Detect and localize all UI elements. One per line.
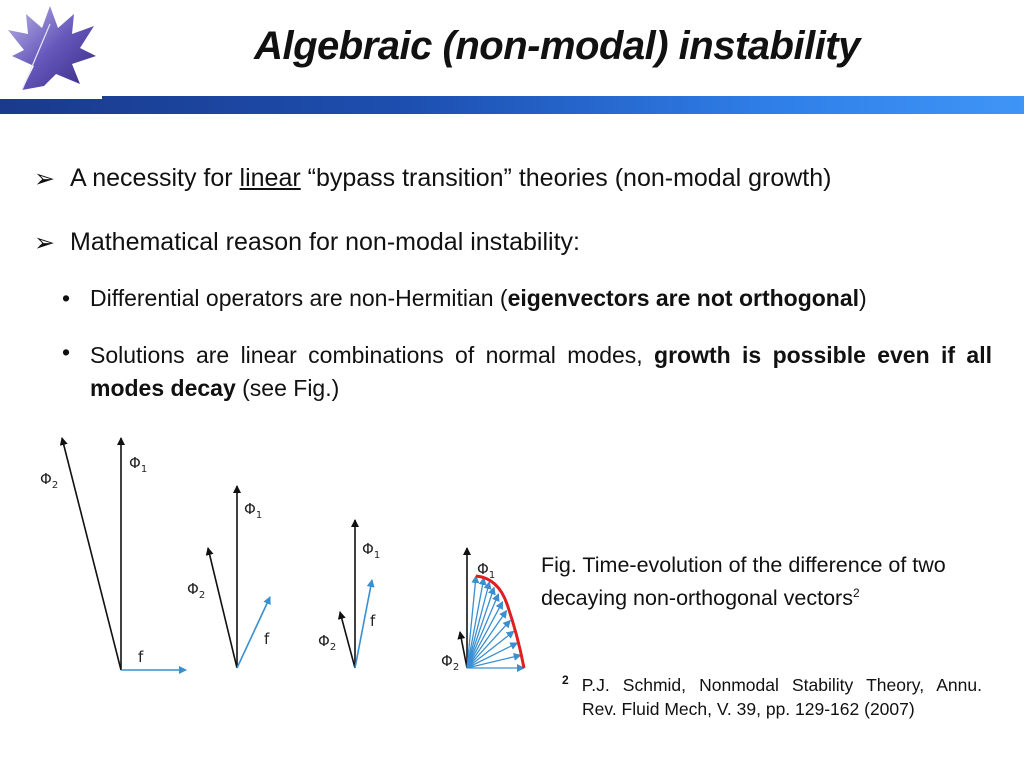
phi2-label: Φ2 [187,580,205,601]
f-vector [354,579,375,669]
maple-leaf-logo [8,6,96,91]
f-label: f [138,648,144,666]
subbullet-non-hermitian: • Differential operators are non-Hermiti… [62,285,867,311]
difference-vector [466,630,515,669]
phi1-label: Φ1 [362,540,380,561]
figure-caption: Fig. Time-evolution of the difference of… [541,553,946,611]
phi2-label: Φ2 [441,652,459,673]
difference-vector-fan [466,575,525,672]
phi1-label: Φ1 [244,500,262,521]
phi1-label: Φ1 [477,560,495,581]
phi2-label: Φ2 [318,632,336,653]
difference-vector [466,593,500,669]
difference-vector [466,652,522,669]
vector-evolution-figure: Φ1 Φ2 f Φ1 Φ2 f Φ1 Φ2 f Φ1 Φ2 [40,437,526,674]
bullet-linear-theories: ➢ A necessity for linear “bypass transit… [34,164,832,193]
subbullet-linear-combinations: • Solutions are linear combinations of n… [62,339,992,406]
dot-bullet-icon: • [62,285,71,311]
f-label: f [264,630,270,648]
panel-4: Φ1 Φ2 [441,547,526,673]
slide-title: Algebraic (non-modal) instability [254,24,860,68]
reference-footnote: 2 P.J. Schmid, Nonmodal Stability Theory… [562,673,982,720]
phi2-vector [337,611,356,669]
difference-vector [466,575,480,669]
difference-vector [466,642,519,669]
header-band [0,96,1024,114]
dot-bullet-icon: • [62,339,71,365]
phi2-vector [457,631,468,669]
difference-vector [466,586,496,669]
panel-2: Φ1 Φ2 f [187,485,271,669]
f-label: f [370,612,376,630]
f-vector [236,596,271,669]
difference-vector [466,600,504,669]
panel-3: Φ1 Φ2 f [318,519,380,669]
arrow-bullet-icon: ➢ [34,229,55,257]
phi2-label: Φ2 [40,470,58,491]
trajectory-curve [475,574,526,669]
phi1-label: Φ1 [129,454,147,475]
bullet-mathematical-reason: ➢ Mathematical reason for non-modal inst… [34,228,580,257]
underlined-word: linear [239,164,301,192]
difference-vector [466,576,487,669]
phi2-vector [205,547,238,669]
difference-vector [466,619,511,669]
phi2-vector [59,437,122,671]
difference-vector [466,581,492,669]
panel-1: Φ1 Φ2 f [40,437,187,674]
arrow-bullet-icon: ➢ [34,165,55,193]
difference-vector [466,609,508,669]
